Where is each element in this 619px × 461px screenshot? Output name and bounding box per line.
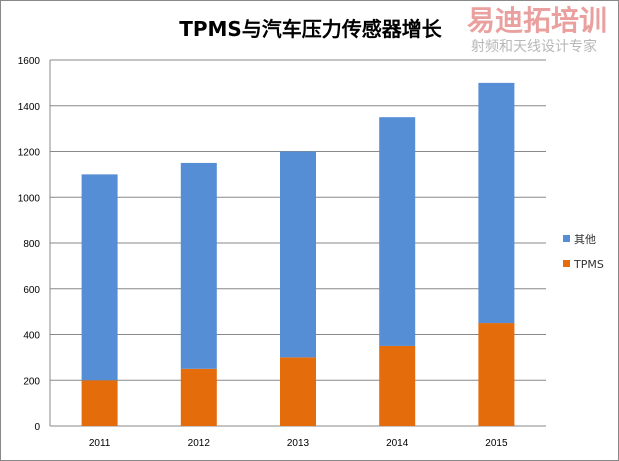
- bar-other-2014: [379, 117, 416, 346]
- bar-other-2011: [81, 174, 118, 381]
- bar-tpms-2013: [280, 357, 316, 426]
- y-tick-label: 800: [23, 239, 40, 250]
- y-tick-label: 1400: [18, 102, 41, 113]
- bar-tpms-2015: [478, 323, 515, 426]
- chart-title: TPMS与汽车压力传感器增长: [179, 17, 442, 41]
- legend-label: 其他: [574, 233, 596, 246]
- y-tick-label: 400: [23, 331, 40, 342]
- bar-other-2012: [180, 162, 217, 369]
- y-tick-label: 600: [23, 285, 40, 296]
- watermark-logo: 易迪拓培训: [467, 4, 608, 37]
- x-tick-label: 2011: [89, 438, 111, 449]
- x-tick-label: 2015: [485, 438, 508, 449]
- legend-swatch: [563, 260, 570, 267]
- legend-label: TPMS: [573, 258, 604, 271]
- y-tick-label: 1000: [18, 193, 41, 204]
- legend-swatch: [563, 235, 570, 242]
- y-tick-label: 1600: [18, 56, 41, 67]
- watermark-tagline: 射频和天线设计专家: [471, 39, 597, 55]
- bar-other-2015: [478, 82, 515, 324]
- x-tick-label: 2012: [188, 438, 211, 449]
- x-tick-label: 2013: [287, 438, 310, 449]
- bar-other-2013: [280, 151, 316, 358]
- y-tick-label: 0: [34, 422, 40, 433]
- y-tick-label: 200: [23, 376, 40, 387]
- y-tick-label: 1200: [18, 148, 41, 159]
- bar-tpms-2011: [81, 380, 118, 426]
- bar-tpms-2012: [180, 368, 217, 426]
- x-tick-label: 2014: [386, 438, 409, 449]
- bar-tpms-2014: [379, 345, 416, 426]
